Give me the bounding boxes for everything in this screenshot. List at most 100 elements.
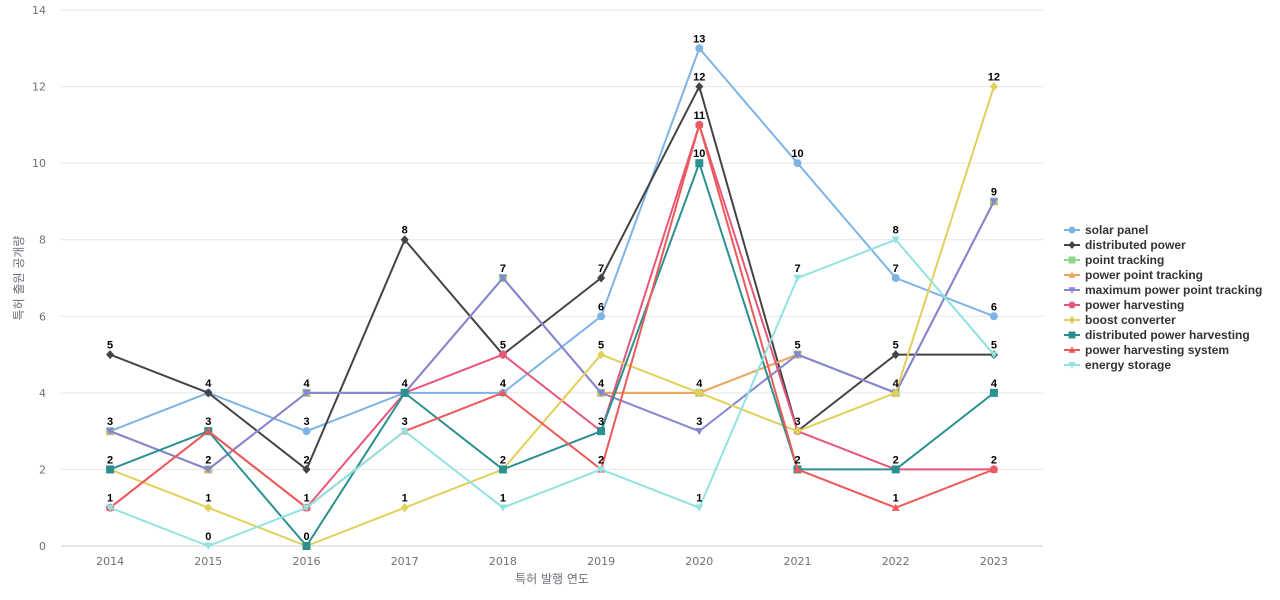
x-tick-label: 2018 bbox=[489, 555, 517, 568]
data-point bbox=[793, 426, 802, 436]
legend-item[interactable]: energy storage bbox=[1064, 358, 1171, 372]
y-tick-label: 6 bbox=[39, 310, 46, 323]
data-point bbox=[400, 427, 409, 436]
data-point bbox=[498, 350, 507, 359]
data-label: 2 bbox=[598, 454, 604, 466]
y-tick-label: 0 bbox=[39, 540, 46, 553]
data-point bbox=[989, 312, 998, 321]
data-label: 10 bbox=[791, 148, 803, 160]
data-label: 2 bbox=[205, 454, 211, 466]
legend-item[interactable]: distributed power bbox=[1064, 238, 1186, 252]
y-tick-label: 12 bbox=[32, 81, 46, 94]
legend-item[interactable]: power harvesting system bbox=[1064, 343, 1229, 357]
x-tick-label: 2015 bbox=[194, 555, 222, 568]
y-tick-label: 8 bbox=[39, 234, 46, 247]
data-point bbox=[498, 388, 507, 397]
data-point bbox=[302, 389, 311, 397]
x-tick-label: 2016 bbox=[293, 555, 321, 568]
data-label: 6 bbox=[991, 301, 997, 313]
legend-label: power harvesting system bbox=[1085, 343, 1229, 357]
data-point bbox=[106, 504, 115, 512]
data-point bbox=[597, 312, 606, 321]
data-label: 5 bbox=[598, 340, 604, 352]
data-point bbox=[891, 388, 900, 398]
legend-item[interactable]: maximum power point tracking bbox=[1064, 283, 1262, 297]
data-point bbox=[793, 465, 802, 473]
data-point bbox=[204, 388, 213, 398]
data-label: 3 bbox=[696, 416, 702, 428]
x-tick-label: 2014 bbox=[96, 555, 124, 568]
series-line bbox=[109, 123, 995, 509]
x-tick-label: 2022 bbox=[882, 555, 910, 568]
data-point bbox=[400, 235, 409, 245]
data-label: 5 bbox=[500, 340, 506, 352]
legend-marker bbox=[1068, 271, 1076, 278]
data-label: 8 bbox=[402, 225, 408, 237]
legend-label: distributed power bbox=[1085, 238, 1186, 252]
data-point bbox=[106, 427, 115, 436]
data-point bbox=[204, 427, 213, 435]
data-point bbox=[498, 274, 507, 282]
data-label: 2 bbox=[303, 454, 309, 466]
data-point bbox=[400, 503, 409, 513]
data-label: 1 bbox=[893, 493, 899, 505]
data-label: 4 bbox=[991, 378, 998, 390]
legend-item[interactable]: solar panel bbox=[1064, 223, 1148, 237]
data-point bbox=[597, 389, 606, 397]
y-tick-label: 4 bbox=[39, 387, 46, 400]
data-label: 7 bbox=[893, 263, 899, 275]
legend-marker bbox=[1068, 287, 1076, 294]
data-label: 3 bbox=[303, 416, 309, 428]
data-label: 6 bbox=[598, 301, 604, 313]
data-label: 1 bbox=[696, 493, 702, 505]
legend-item[interactable]: distributed power harvesting bbox=[1064, 328, 1250, 342]
data-label-layer: 5321432104321084317542176543213121110431… bbox=[107, 33, 1000, 543]
data-label: 7 bbox=[794, 263, 800, 275]
data-point bbox=[204, 503, 213, 513]
data-label: 0 bbox=[205, 531, 211, 543]
data-label: 1 bbox=[500, 493, 506, 505]
legend-marker bbox=[1068, 301, 1076, 309]
data-point bbox=[302, 504, 311, 512]
x-tick-label: 2020 bbox=[685, 555, 713, 568]
legend-item[interactable]: point tracking bbox=[1064, 253, 1164, 267]
data-label: 4 bbox=[696, 378, 703, 390]
series-line bbox=[109, 238, 995, 547]
data-point bbox=[891, 236, 900, 244]
legend-item[interactable]: power harvesting bbox=[1064, 298, 1184, 312]
data-point bbox=[695, 82, 704, 92]
legend-label: point tracking bbox=[1085, 253, 1164, 267]
data-label: 1 bbox=[303, 493, 309, 505]
data-label: 2 bbox=[893, 454, 899, 466]
data-label: 7 bbox=[598, 263, 604, 275]
data-point bbox=[302, 464, 311, 474]
series-energy-storage bbox=[106, 236, 998, 550]
data-label: 2 bbox=[107, 454, 113, 466]
legend-marker bbox=[1068, 226, 1076, 234]
data-label: 1 bbox=[402, 493, 408, 505]
data-label: 5 bbox=[794, 340, 800, 352]
data-label: 4 bbox=[893, 378, 900, 390]
data-label: 11 bbox=[693, 110, 705, 122]
x-tick-label: 2019 bbox=[587, 555, 615, 568]
data-point bbox=[597, 427, 606, 436]
data-point bbox=[597, 350, 606, 360]
series-layer bbox=[106, 44, 998, 551]
x-axis-title: 특허 발행 연도 bbox=[515, 571, 589, 586]
legend-item[interactable]: power point tracking bbox=[1064, 268, 1203, 282]
legend-item[interactable]: boost converter bbox=[1064, 313, 1176, 327]
data-point bbox=[695, 44, 704, 53]
data-point bbox=[891, 350, 900, 360]
data-label: 1 bbox=[205, 493, 211, 505]
legend-label: power harvesting bbox=[1085, 298, 1184, 312]
data-label: 13 bbox=[693, 33, 705, 45]
data-label: 9 bbox=[991, 186, 997, 198]
legend-label: solar panel bbox=[1085, 223, 1148, 237]
legend-marker bbox=[1068, 362, 1076, 369]
data-label: 2 bbox=[794, 454, 800, 466]
data-label: 3 bbox=[205, 416, 211, 428]
